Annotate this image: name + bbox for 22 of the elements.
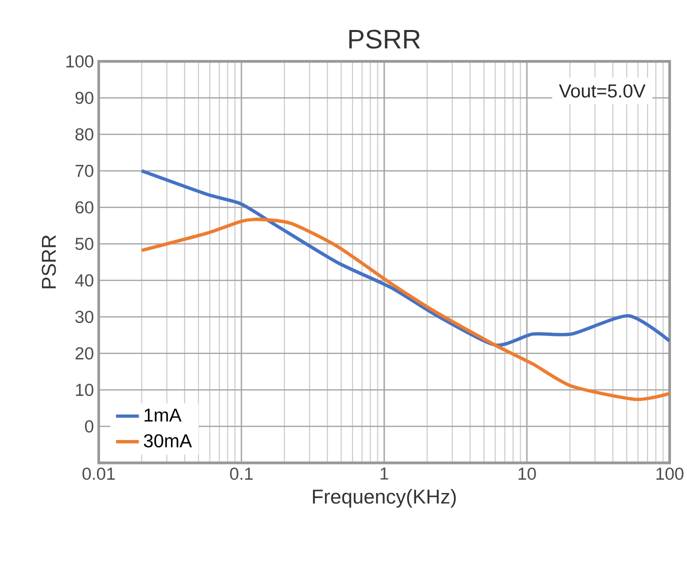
chart-title: PSRR (349, 30, 420, 49)
annotation: Vout=5.0V (558, 84, 646, 98)
x-axis-title: Frequency(KHz) (312, 489, 456, 508)
x-tick-label: 0.1 (230, 468, 253, 480)
y-axis-title: PSRR (42, 235, 56, 288)
y-tick-label: 20 (76, 347, 94, 360)
y-tick-label: 80 (75, 128, 94, 141)
y-tick-label: 50 (75, 238, 94, 250)
y-tick-label: 100 (66, 55, 94, 68)
y-tick-label: 0 (85, 420, 94, 433)
x-tick-label: 1 (380, 468, 388, 480)
legend-label: 30mA (144, 434, 192, 448)
y-tick-label: 30 (75, 310, 94, 324)
y-tick-label: 90 (76, 92, 94, 104)
x-tick-label: 100 (656, 468, 684, 480)
legend-label: 1mA (144, 408, 182, 422)
y-tick-label: 60 (76, 201, 94, 214)
y-tick-label: 70 (76, 164, 94, 178)
x-tick-label: 10 (518, 468, 536, 480)
x-tick-label: 0.01 (82, 468, 115, 480)
y-tick-label: 40 (75, 274, 94, 287)
y-tick-label: 10 (76, 384, 94, 396)
